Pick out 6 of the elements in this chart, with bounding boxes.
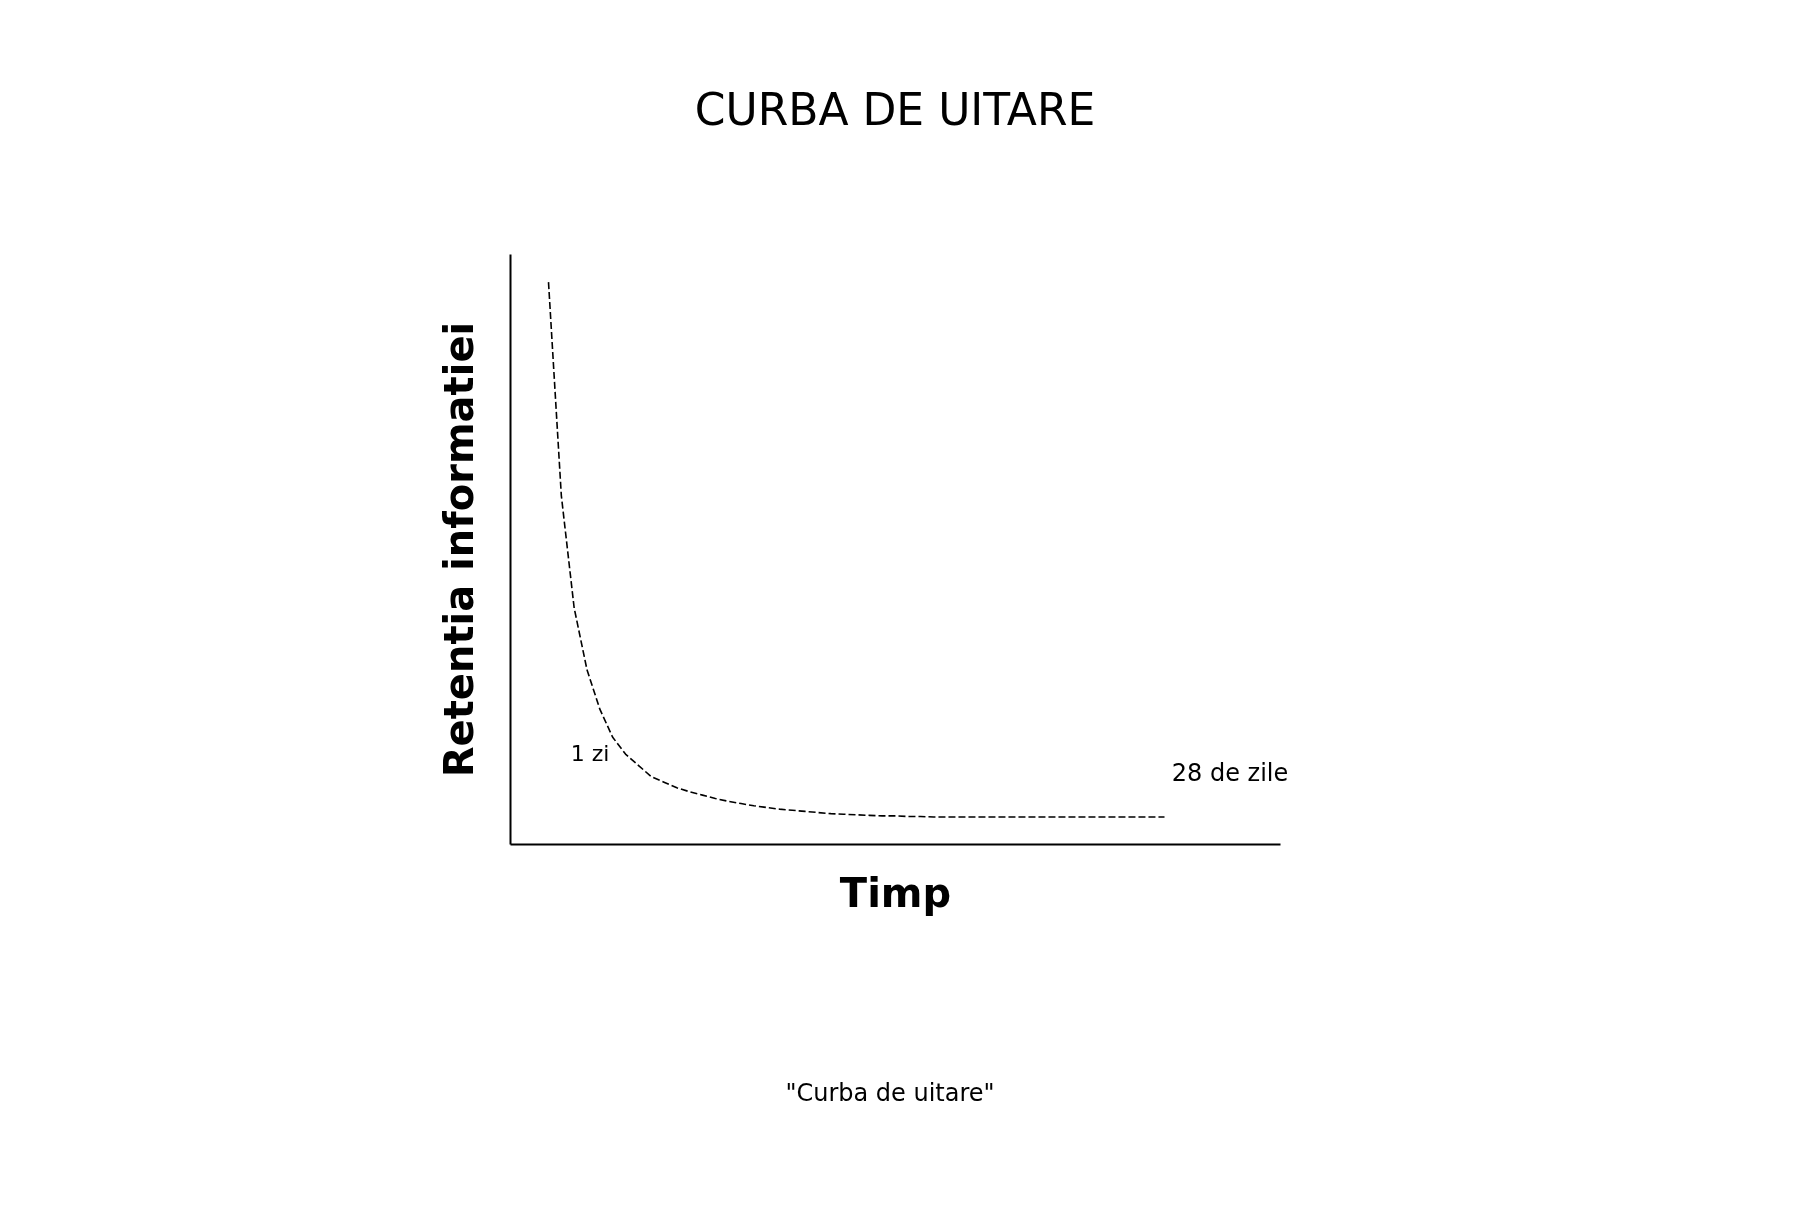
text: "Curba de uitare" xyxy=(785,1079,995,1107)
text: 28 de zile xyxy=(1171,759,1289,787)
annotation: 1 zi xyxy=(570,741,610,766)
y-axis-title: Retentia informatiei xyxy=(435,321,482,778)
chart-title: CURBA DE UITARE xyxy=(694,84,1096,135)
x-axis-title: Timp xyxy=(839,869,952,916)
